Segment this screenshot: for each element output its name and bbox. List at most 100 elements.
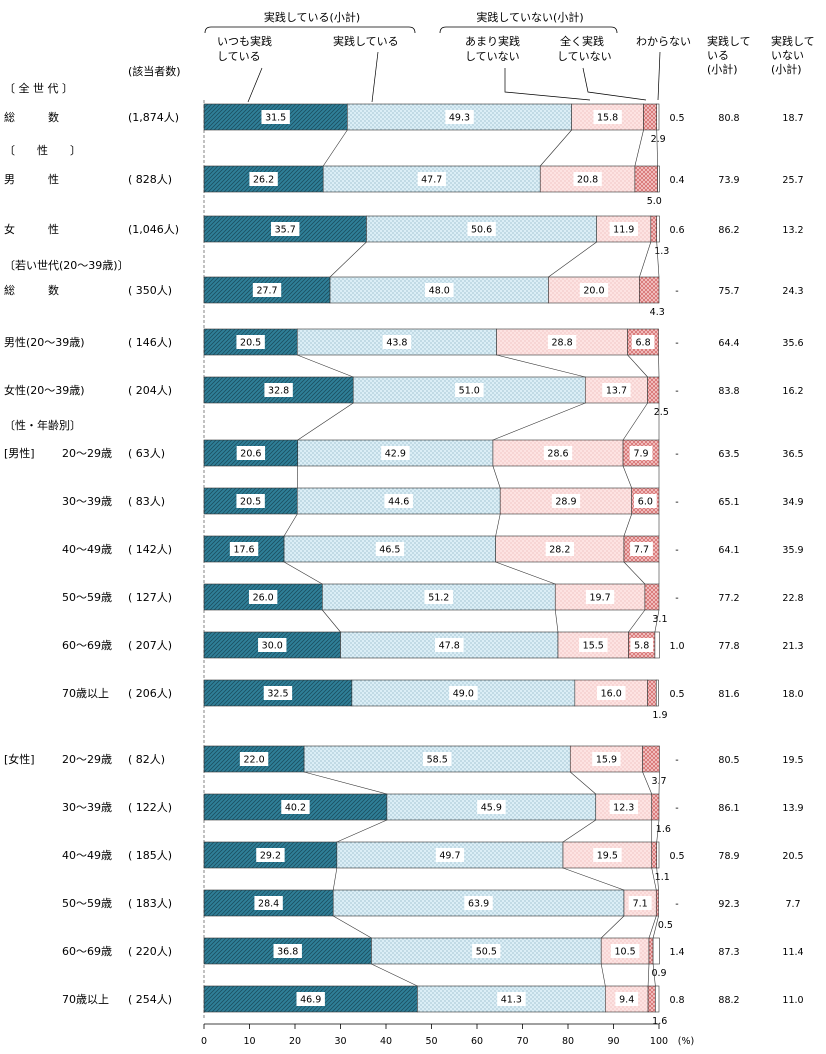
value-label: 12.3 xyxy=(613,803,634,814)
not-practice-subtotal: 19.5 xyxy=(782,755,803,766)
value-label: 28.6 xyxy=(547,449,568,460)
practice-subtotal: 80.8 xyxy=(718,113,739,124)
bar-segment xyxy=(296,487,501,515)
bar-segment xyxy=(652,937,660,965)
bar-segment xyxy=(655,985,660,1013)
not-practice-subtotal: 21.3 xyxy=(782,641,803,652)
bar-row: 40～49歳 ( 142人) 17.6 46.5 28.2 7.7 - 64.1 35.9 xyxy=(62,535,804,563)
row-n: ( 122人) xyxy=(128,801,172,814)
value-label: 46.5 xyxy=(379,545,400,556)
row-n: ( 82人) xyxy=(128,753,165,766)
section-label: 〔 性 〕 xyxy=(4,143,81,157)
dontknow-value: 0.4 xyxy=(669,175,684,186)
x-tick-label: 70 xyxy=(516,1036,528,1047)
dontknow-value: 1.4 xyxy=(669,947,684,958)
value-label-bg xyxy=(633,494,657,508)
dontknow-value: 0.8 xyxy=(669,995,684,1006)
value-label: 43.8 xyxy=(386,338,407,349)
value-label: 16.0 xyxy=(601,689,622,700)
bar-row: 50～59歳 ( 183人) 28.4 63.9 7.1 0.5- 92.3 7.7 xyxy=(62,889,801,931)
not-practice-subtotal: 22.8 xyxy=(782,593,803,604)
value-label: 51.2 xyxy=(428,593,449,604)
value-label-bg xyxy=(464,896,493,910)
value-label-bg xyxy=(425,283,454,297)
leader-always xyxy=(247,67,263,103)
connector-line xyxy=(304,771,387,795)
row-label: 70歳以上 xyxy=(62,687,109,700)
x-axis: 0 10 20 30 40 50 60 70 80 90 100 (%) xyxy=(201,100,694,1047)
row-n: ( 220人) xyxy=(128,945,172,958)
practice-subtotal: 77.2 xyxy=(718,593,739,604)
connector-line xyxy=(329,241,367,278)
value-label-bg xyxy=(382,335,412,349)
value-label-bg xyxy=(602,383,631,397)
legend-label-dontknow: わからない xyxy=(636,35,691,48)
value-label-bg xyxy=(236,335,265,349)
value-label-bg xyxy=(585,590,615,604)
not-practice-subtotal: 13.2 xyxy=(782,225,803,236)
connector-line xyxy=(623,513,632,537)
value-label: 20.8 xyxy=(577,175,598,186)
value-label-bg xyxy=(630,542,653,556)
value-label-bg xyxy=(543,446,573,460)
section-label: 〔性・年齢別〕 xyxy=(4,418,81,432)
value-label: 27.7 xyxy=(256,286,277,297)
not-practice-subtotal: 13.9 xyxy=(782,803,803,814)
leader-practice xyxy=(371,51,379,103)
row-n: ( 254人) xyxy=(128,993,172,1006)
row-label: 女性(20～39歳) xyxy=(4,383,85,397)
practice-subtotal: 81.6 xyxy=(718,689,739,700)
dontknow-value: - xyxy=(675,899,678,910)
dontknow-value: - xyxy=(675,449,678,460)
value-label: 6.0 xyxy=(638,497,653,508)
value-label-bg xyxy=(628,896,652,910)
group-label-not-practice: 実践していない(小計) xyxy=(476,10,583,24)
connector-line xyxy=(622,465,632,489)
bar-segment xyxy=(656,841,660,869)
value-label-bg xyxy=(252,283,282,297)
value-label: 9.4 xyxy=(619,995,634,1006)
row-label: 総 数 xyxy=(4,283,59,297)
value-label: 28.2 xyxy=(549,545,570,556)
not-practice-subtotal: 35.6 xyxy=(782,338,803,349)
value-label: 44.6 xyxy=(388,497,409,508)
value-label-below: 2.9 xyxy=(651,134,666,145)
bar-row: 70歳以上 ( 254人) 46.9 41.3 9.4 1.60.8 88.2 11.0 xyxy=(62,985,804,1027)
value-label-bg xyxy=(236,494,265,508)
practice-subtotal: 88.2 xyxy=(718,995,739,1006)
header-not-practice-2: いない xyxy=(771,49,804,62)
connector-line xyxy=(623,561,646,585)
bar-row: 60～69歳 ( 207人) 30.0 47.8 15.5 5.8 1.0 77.8 21.3 xyxy=(62,631,804,659)
bar-row: 70歳以上 ( 206人) 32.5 49.0 16.0 1.90.5 81.6 18.0 xyxy=(62,679,804,721)
connector-line xyxy=(600,963,606,987)
value-label-below: 3.1 xyxy=(652,614,667,625)
bar-segment xyxy=(655,679,659,707)
bar-segment xyxy=(655,889,659,917)
value-label-below: 1.6 xyxy=(652,1016,667,1027)
not-practice-subtotal: 18.0 xyxy=(782,689,803,700)
bar-segment xyxy=(634,165,658,193)
value-label: 6.8 xyxy=(636,338,651,349)
section-label: 〔 全 世 代 〕 xyxy=(4,81,73,95)
connector-line xyxy=(622,402,648,441)
value-label-below: 1.9 xyxy=(652,710,667,721)
value-label-bg xyxy=(449,686,478,700)
value-label-bg xyxy=(610,944,640,958)
header-not-practice-3: (小計) xyxy=(771,62,802,76)
value-label-bg xyxy=(497,992,526,1006)
header-practice-1: 実践して xyxy=(707,34,751,48)
value-label: 49.0 xyxy=(453,689,474,700)
row-n: ( 828人) xyxy=(128,173,172,186)
x-tick-label: 100 xyxy=(650,1036,668,1047)
connector-line xyxy=(656,819,660,843)
value-label: 26.0 xyxy=(253,593,274,604)
value-label-bg xyxy=(455,383,484,397)
connector-line xyxy=(322,129,348,167)
value-label: 63.9 xyxy=(468,899,489,910)
practice-subtotal: 87.3 xyxy=(718,947,739,958)
value-label: 28.9 xyxy=(555,497,576,508)
header-not-practice-1: 実践して xyxy=(771,34,815,48)
connector-line xyxy=(283,513,298,537)
practice-subtotal: 78.9 xyxy=(718,851,739,862)
header-n: (該当者数) xyxy=(128,64,181,78)
